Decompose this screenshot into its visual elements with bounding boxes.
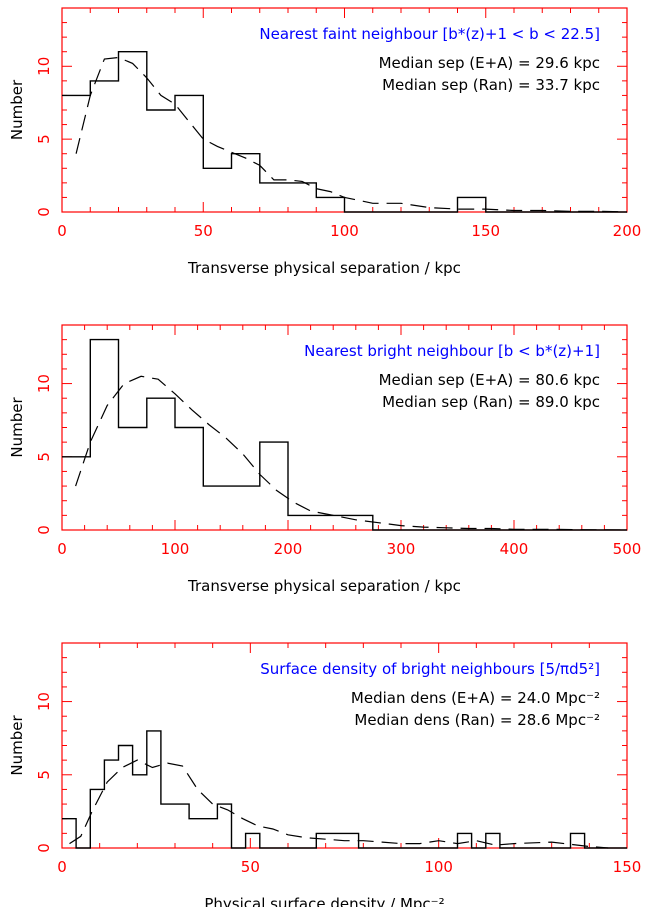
annotation-median-ea: Median dens (E+A) = 24.0 Mpc⁻² bbox=[351, 689, 600, 707]
x-tick-label: 0 bbox=[57, 222, 67, 240]
panel-title: Nearest faint neighbour [b*(z)+1 < b < 2… bbox=[259, 25, 600, 43]
x-tick-label: 400 bbox=[500, 540, 529, 558]
y-axis-label: Number bbox=[8, 79, 26, 140]
y-tick-label: 5 bbox=[35, 452, 53, 462]
x-tick-label: 200 bbox=[613, 222, 642, 240]
y-axis-label: Number bbox=[8, 715, 26, 776]
y-tick-label: 5 bbox=[35, 134, 53, 144]
annotation-median-ran: Median sep (Ran) = 33.7 kpc bbox=[382, 76, 600, 94]
x-axis-label: Physical surface density / Mpc⁻² bbox=[204, 895, 444, 907]
annotation-median-ran: Median sep (Ran) = 89.0 kpc bbox=[382, 393, 600, 411]
x-tick-label: 0 bbox=[57, 540, 67, 558]
x-tick-label: 150 bbox=[471, 222, 500, 240]
y-tick-label: 0 bbox=[35, 207, 53, 217]
plot-area: 0 50 100 150 0 5 10 bbox=[35, 642, 642, 876]
x-tick-label: 100 bbox=[330, 222, 359, 240]
panel-title: Nearest bright neighbour [b < b*(z)+1] bbox=[304, 342, 600, 360]
histogram-e-plus-a bbox=[62, 338, 627, 531]
x-tick-label: 150 bbox=[613, 858, 642, 876]
x-tick-label: 200 bbox=[274, 540, 303, 558]
x-axis-label: Transverse physical separation / kpc bbox=[187, 577, 461, 595]
y-tick-label: 10 bbox=[35, 57, 53, 76]
panel-faint-neighbour: 0 50 100 150 200 0 5 10 Nearest faint neighbour… bbox=[8, 7, 642, 277]
x-tick-label: 100 bbox=[161, 540, 190, 558]
x-tick-label: 50 bbox=[194, 222, 213, 240]
histogram-e-plus-a bbox=[62, 730, 627, 849]
panel-bright-neighbour: 0 100 200 300 400 500 0 5 10 Nearest bright neig… bbox=[8, 324, 642, 595]
y-tick-label: 0 bbox=[35, 843, 53, 853]
annotation-median-ran: Median dens (Ran) = 28.6 Mpc⁻² bbox=[354, 711, 600, 729]
x-tick-label: 100 bbox=[424, 858, 453, 876]
y-tick-label: 5 bbox=[35, 770, 53, 780]
y-axis-label: Number bbox=[8, 397, 26, 458]
y-tick-label: 10 bbox=[35, 374, 53, 393]
x-tick-label: 500 bbox=[613, 540, 642, 558]
y-tick-label: 0 bbox=[35, 525, 53, 535]
x-tick-label: 50 bbox=[241, 858, 260, 876]
panel-title: Surface density of bright neighbours [5/… bbox=[260, 660, 600, 678]
annotation-median-ea: Median sep (E+A) = 29.6 kpc bbox=[379, 54, 600, 72]
plot-area: 0 50 100 150 200 0 5 10 bbox=[35, 7, 642, 240]
x-axis-label: Transverse physical separation / kpc bbox=[187, 259, 461, 277]
panel-surface-density: 0 50 100 150 0 5 10 Surface density of bright … bbox=[8, 642, 642, 907]
x-tick-label: 300 bbox=[387, 540, 416, 558]
annotation-median-ea: Median sep (E+A) = 80.6 kpc bbox=[379, 371, 600, 389]
dashed-random-curve bbox=[69, 759, 609, 849]
x-tick-label: 0 bbox=[57, 858, 67, 876]
plot-area: 0 100 200 300 400 500 0 5 10 bbox=[35, 324, 642, 558]
dashed-random-curve bbox=[75, 56, 628, 213]
y-tick-label: 10 bbox=[35, 692, 53, 711]
